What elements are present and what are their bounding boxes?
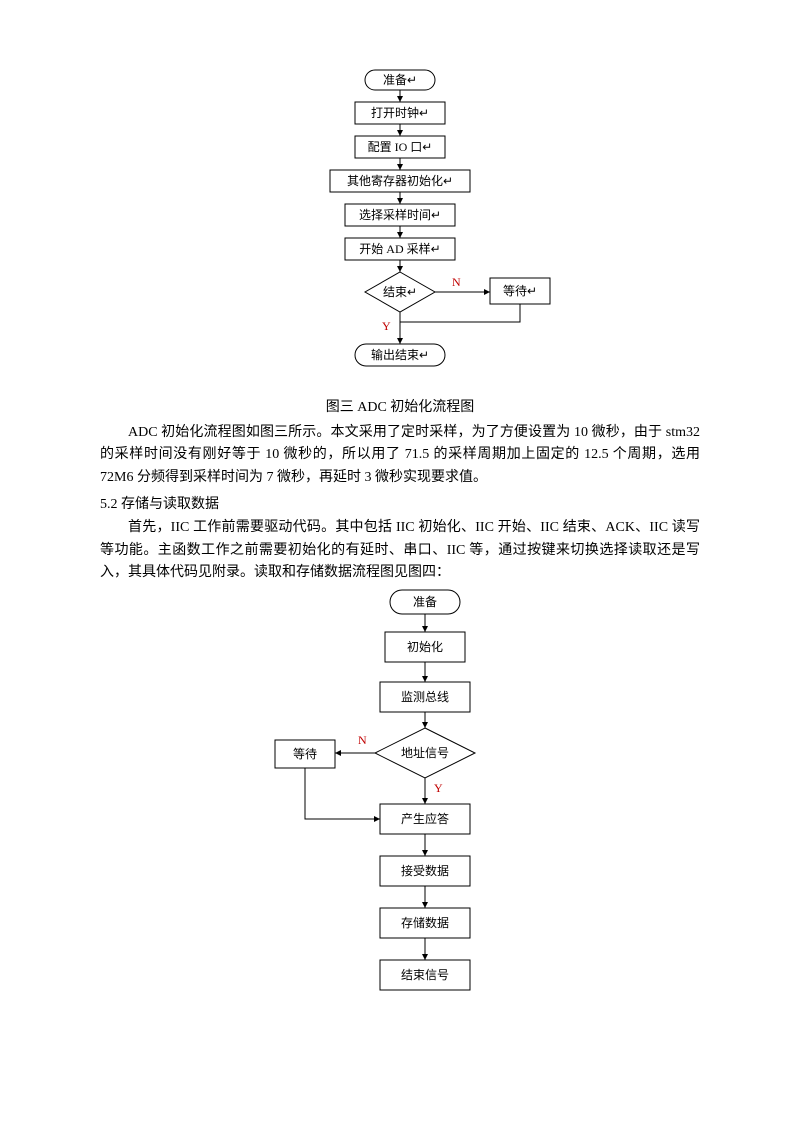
svg-text:N: N <box>358 733 367 747</box>
svg-text:准备↵: 准备↵ <box>383 73 417 87</box>
svg-text:地址信号: 地址信号 <box>401 746 449 760</box>
svg-text:打开时钟↵: 打开时钟↵ <box>371 105 429 120</box>
flowchart-store-read: N Y 准备初始化监测总线地址信号 等待产生应答接受数据存储数据结束信号 <box>220 584 580 1004</box>
svg-text:监测总线: 监测总线 <box>401 690 449 704</box>
svg-text:产生应答: 产生应答 <box>401 811 449 826</box>
paragraph-1: ADC 初始化流程图如图三所示。本文采用了定时采样，为了方便设置为 10 微秒，… <box>100 422 700 489</box>
svg-text:准备: 准备 <box>413 595 437 609</box>
svg-text:初始化: 初始化 <box>407 640 443 654</box>
svg-text:开始 AD 采样↵: 开始 AD 采样↵ <box>359 241 440 256</box>
svg-text:其他寄存器初始化↵: 其他寄存器初始化↵ <box>347 173 453 188</box>
svg-text:配置 IO 口↵: 配置 IO 口↵ <box>368 140 433 154</box>
svg-text:存储数据: 存储数据 <box>401 915 449 930</box>
svg-text:Y: Y <box>434 781 443 795</box>
flowchart-adc: N Y 准备↵ 打开时钟↵ 配置 IO 口↵ 其他寄存器初始化↵ 选择采样时间↵ 开始 AD … <box>220 60 580 390</box>
page: N Y 准备↵ 打开时钟↵ 配置 IO 口↵ 其他寄存器初始化↵ 选择采样时间↵ 开始 AD … <box>0 0 800 1044</box>
svg-text:等待↵: 等待↵ <box>503 284 537 298</box>
figure1-caption: 图三 ADC 初始化流程图 <box>100 396 700 416</box>
svg-text:接受数据: 接受数据 <box>401 863 449 878</box>
svg-text:选择采样时间↵: 选择采样时间↵ <box>359 207 441 222</box>
svg-text:输出结束↵: 输出结束↵ <box>371 347 429 362</box>
svg-text:N: N <box>452 275 461 289</box>
svg-text:结束信号: 结束信号 <box>401 968 449 982</box>
svg-text:结束↵: 结束↵ <box>383 285 417 299</box>
svg-text:等待: 等待 <box>293 747 317 761</box>
section-5-2-title: 5.2 存储与读取数据 <box>100 493 700 513</box>
paragraph-2: 首先，IIC 工作前需要驱动代码。其中包括 IIC 初始化、IIC 开始、IIC… <box>100 517 700 584</box>
svg-text:Y: Y <box>382 319 391 333</box>
